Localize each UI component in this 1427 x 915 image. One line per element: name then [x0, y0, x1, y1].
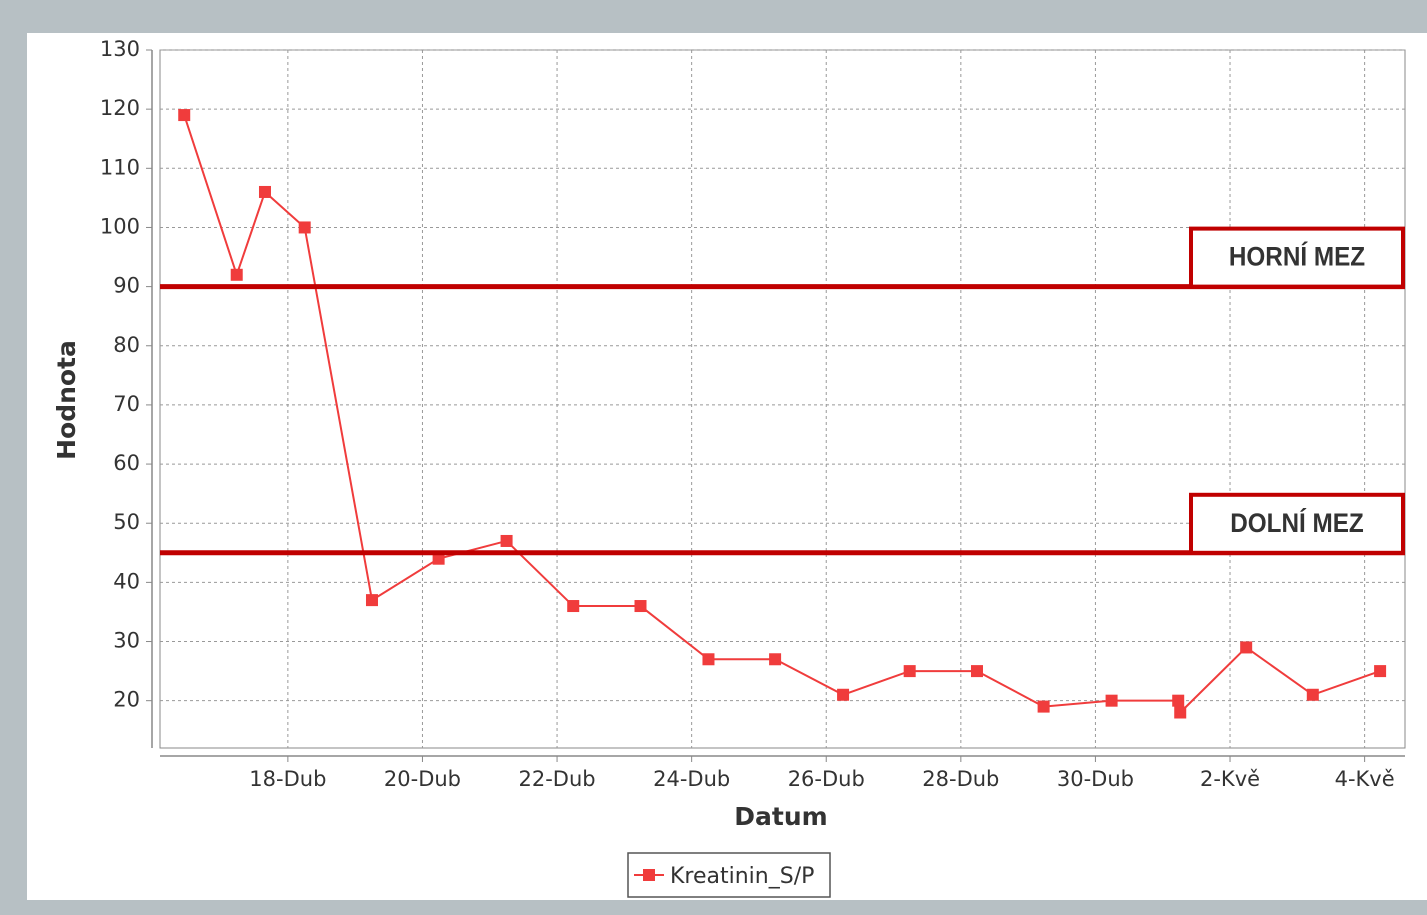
legend-label: Kreatinin_S/P	[670, 864, 814, 889]
x-tick-label: 20-Dub	[384, 767, 461, 791]
y-axis-title: Hodnota	[52, 340, 81, 460]
data-point	[1172, 694, 1185, 707]
y-tick-label: 70	[113, 392, 140, 416]
data-point	[365, 594, 378, 607]
data-point	[634, 600, 647, 613]
x-tick-label: 30-Dub	[1057, 767, 1134, 791]
data-point	[258, 185, 271, 198]
y-tick-label: 80	[113, 333, 140, 357]
data-point	[178, 109, 191, 122]
data-point	[970, 665, 983, 678]
data-point	[1037, 700, 1050, 713]
y-tick-label: 60	[113, 451, 140, 475]
data-point	[837, 688, 850, 701]
data-point	[1174, 706, 1187, 719]
limit-label: DOLNÍ MEZ	[1230, 508, 1364, 538]
y-tick-label: 50	[113, 510, 140, 534]
y-tick-label: 90	[113, 274, 140, 298]
data-point	[1105, 694, 1118, 707]
x-axis-title: Datum	[734, 802, 827, 831]
data-point	[1240, 641, 1253, 654]
x-tick-label: 28-Dub	[922, 767, 999, 791]
data-point	[230, 268, 243, 281]
x-tick-label: 24-Dub	[653, 767, 730, 791]
y-tick-label: 40	[113, 569, 140, 593]
legend-marker	[643, 869, 655, 881]
data-point	[1374, 665, 1387, 678]
y-tick-label: 120	[100, 96, 140, 120]
x-tick-label: 22-Dub	[518, 767, 595, 791]
y-tick-label: 110	[100, 155, 140, 179]
data-point	[432, 552, 445, 565]
y-tick-label: 20	[113, 688, 140, 712]
x-tick-label: 4-Kvě	[1335, 767, 1395, 791]
data-point	[769, 653, 782, 666]
x-tick-label: 2-Kvě	[1200, 767, 1260, 791]
data-point	[298, 221, 311, 234]
y-tick-label: 30	[113, 629, 140, 653]
data-point	[567, 600, 580, 613]
data-point	[1306, 688, 1319, 701]
limit-label-box	[1189, 492, 1405, 555]
x-tick-label: 26-Dub	[788, 767, 865, 791]
data-point	[500, 534, 513, 547]
data-point	[702, 653, 715, 666]
limit-label-box	[1189, 226, 1405, 289]
y-tick-label: 130	[100, 37, 140, 61]
x-tick-label: 18-Dub	[249, 767, 326, 791]
plot-area	[159, 49, 1406, 749]
y-tick-label: 100	[100, 214, 140, 238]
limit-label: HORNÍ MEZ	[1229, 242, 1365, 272]
data-point	[903, 665, 916, 678]
